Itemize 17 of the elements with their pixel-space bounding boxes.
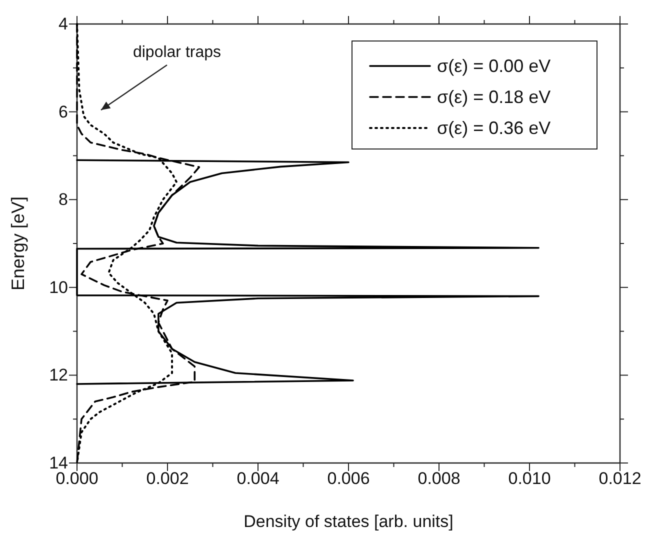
x-tick-label: 0.008 bbox=[418, 469, 460, 488]
y-tick-label: 10 bbox=[49, 278, 68, 297]
x-tick-label: 0.004 bbox=[236, 469, 280, 488]
y-tick-label: 12 bbox=[49, 366, 68, 385]
y-tick-label: 8 bbox=[58, 190, 68, 210]
annotation: dipolar traps bbox=[132, 44, 222, 61]
x-tick-label: 0.002 bbox=[146, 469, 189, 488]
y-axis-title: Energy [eV] bbox=[8, 196, 28, 291]
legend-label: σ(ε) = 0.00 eV bbox=[437, 56, 551, 76]
x-tick-label: 0.010 bbox=[508, 469, 551, 488]
y-tick-label: 6 bbox=[58, 102, 68, 122]
legend-label: σ(ε) = 0.18 eV bbox=[437, 87, 551, 107]
x-tick-label: 0.012 bbox=[598, 469, 642, 488]
x-tick-label: 0.006 bbox=[327, 469, 370, 488]
legend-label: σ(ε) = 0.36 eV bbox=[437, 118, 551, 138]
y-tick-label: 4 bbox=[58, 14, 68, 34]
x-axis-title: Density of states [arb. units] bbox=[244, 512, 454, 531]
